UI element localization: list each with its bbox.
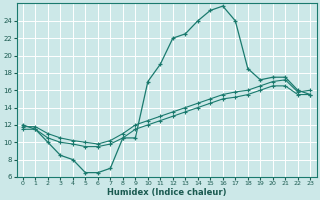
X-axis label: Humidex (Indice chaleur): Humidex (Indice chaleur)	[107, 188, 226, 197]
